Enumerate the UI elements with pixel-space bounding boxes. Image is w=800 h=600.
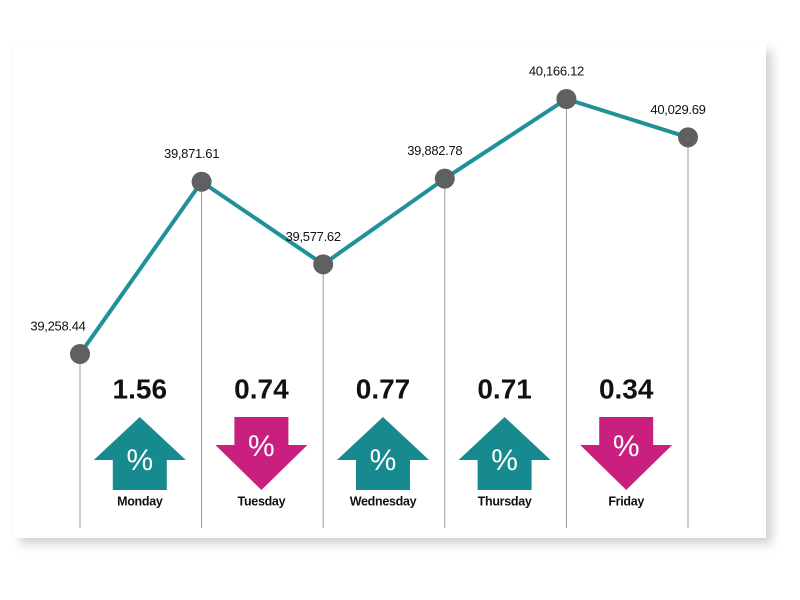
- day-label: Monday: [117, 494, 163, 508]
- percent-symbol: %: [491, 444, 518, 477]
- percent-symbol: %: [613, 430, 640, 463]
- up-arrow: [93, 417, 186, 490]
- up-arrow: [458, 417, 551, 490]
- percent-symbol: %: [126, 444, 153, 477]
- point: [434, 168, 455, 189]
- point: [191, 171, 212, 192]
- change-value: 0.71: [477, 373, 532, 404]
- value-label: 39,258.44: [30, 318, 85, 333]
- point: [70, 344, 90, 364]
- value-label: 40,166.12: [529, 63, 584, 78]
- value-label: 39,577.62: [286, 229, 341, 244]
- down-arrow: [215, 417, 308, 490]
- value-label: 39,871.61: [164, 146, 219, 161]
- percent-symbol: %: [248, 430, 275, 463]
- day-label: Tuesday: [238, 494, 286, 508]
- change-value: 0.77: [356, 373, 411, 404]
- percent-symbol: %: [370, 444, 397, 477]
- day-label: Friday: [608, 494, 644, 508]
- down-arrow: [580, 417, 673, 490]
- day-label: Thursday: [478, 494, 532, 508]
- change-value: 0.74: [234, 373, 289, 404]
- change-value: 1.56: [113, 373, 168, 404]
- value-label: 40,029.69: [650, 102, 705, 117]
- day-label: Wednesday: [350, 494, 417, 508]
- up-arrow: [337, 417, 429, 490]
- point: [313, 254, 334, 275]
- point: [556, 89, 577, 109]
- change-value: 0.34: [599, 373, 654, 404]
- point: [678, 127, 698, 148]
- value-label: 39,882.78: [407, 143, 462, 158]
- line: [78, 97, 689, 356]
